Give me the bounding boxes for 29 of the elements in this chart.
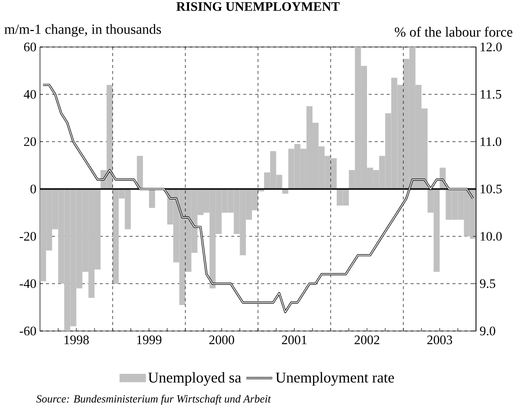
y-tick-label: 60 <box>24 42 36 52</box>
y2-tick-label: 11.5 <box>480 90 502 99</box>
x-tick-label: 2000 <box>209 336 234 344</box>
y2-tick-label: 10.0 <box>480 232 502 241</box>
x-tick-label: 2003 <box>427 336 452 344</box>
y2-tick-label: 12.0 <box>480 42 502 52</box>
y-tick-label: 20 <box>24 137 36 146</box>
x-tick-label: 2002 <box>354 336 380 344</box>
y-tick-label: 0 <box>30 184 36 194</box>
y-axis-title: m/m-1 change, in thousands <box>4 24 161 37</box>
y2-tick-label: 10.5 <box>480 184 502 194</box>
y-tick-label: -60 <box>20 326 36 336</box>
y-tick-label: 40 <box>24 90 36 99</box>
chart-title: RISING UNEMPLOYMENT <box>176 2 340 11</box>
bar <box>149 189 156 208</box>
y2-tick-label: 9.5 <box>480 279 496 288</box>
x-tick-label: 2001 <box>282 336 307 344</box>
y2-tick-label: 9.0 <box>480 326 496 336</box>
y2-tick-label: 11.0 <box>480 137 502 146</box>
bar <box>136 156 143 189</box>
y-tick-label: -40 <box>20 279 36 288</box>
bar <box>282 189 288 194</box>
x-tick-label: 1998 <box>64 336 89 344</box>
y2-axis-title: % of the labour force <box>394 26 512 37</box>
x-tick-label: 1999 <box>137 336 162 344</box>
legend-label: Unemployment rate <box>276 372 394 386</box>
source-note: Source: Bundesministerium fur Wirtschaft und Arbeit <box>36 394 272 405</box>
y-tick-label: -20 <box>20 232 36 241</box>
legend-label: Unemployed sa <box>148 372 242 386</box>
